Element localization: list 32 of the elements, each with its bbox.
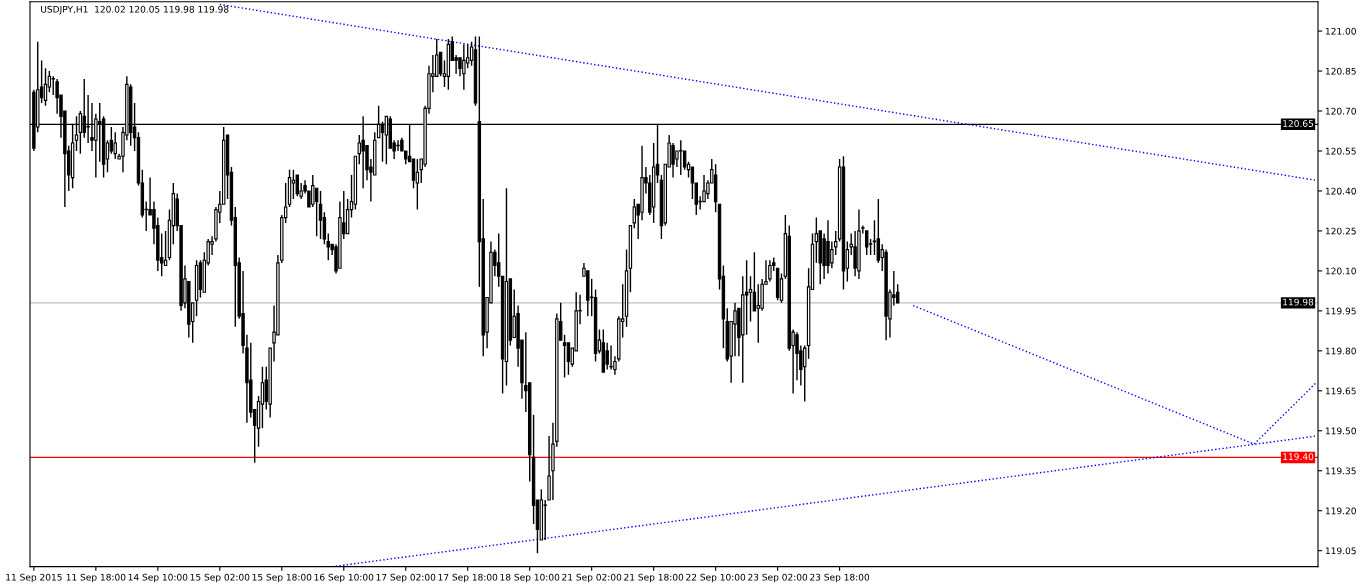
y-tick-label: 119.35 xyxy=(1325,467,1356,475)
x-tick-label: 15 Sep 18:00 xyxy=(252,573,312,583)
x-tick-label: 17 Sep 18:00 xyxy=(438,573,498,583)
y-tick-label: 120.85 xyxy=(1325,67,1356,75)
x-tick-label: 23 Sep 18:00 xyxy=(810,573,870,583)
y-tick-label: 119.65 xyxy=(1325,387,1356,395)
y-tick-label: 120.70 xyxy=(1325,107,1356,115)
x-tick-label: 11 Sep 18:00 xyxy=(66,573,126,583)
x-tick-label: 22 Sep 10:00 xyxy=(686,573,746,583)
y-tick-label: 119.50 xyxy=(1325,427,1356,435)
ref-line-label: 119.40 xyxy=(1283,453,1314,461)
y-tick-label: 120.55 xyxy=(1325,147,1356,155)
y-tick-label: 120.40 xyxy=(1325,187,1356,195)
x-tick-label: 18 Sep 10:00 xyxy=(500,573,560,583)
ref-line-label: 120.65 xyxy=(1283,120,1314,127)
y-tick-label: 119.80 xyxy=(1325,347,1356,355)
y-tick-label: 120.25 xyxy=(1325,227,1356,235)
y-tick-label: 120.10 xyxy=(1325,267,1356,275)
y-tick-label: 119.95 xyxy=(1325,307,1356,315)
x-tick-label: 14 Sep 10:00 xyxy=(128,573,188,583)
ref-line-label: 119.98 xyxy=(1283,298,1314,306)
chart-title: USDJPY,H1 120.02 120.05 119.98 119.98 xyxy=(41,5,229,15)
x-tick-label: 23 Sep 02:00 xyxy=(748,573,808,583)
x-tick-label: 17 Sep 02:00 xyxy=(376,573,436,583)
x-tick-label: 15 Sep 02:00 xyxy=(190,573,250,583)
x-tick-label: 11 Sep 2015 xyxy=(6,573,62,583)
y-tick-label: 119.20 xyxy=(1325,507,1356,515)
y-tick-label: 119.05 xyxy=(1325,547,1356,555)
x-tick-label: 16 Sep 10:00 xyxy=(314,573,374,583)
x-tick-label: 21 Sep 18:00 xyxy=(624,573,684,583)
y-tick-label: 121.00 xyxy=(1325,27,1356,35)
x-tick-label: 21 Sep 02:00 xyxy=(562,573,622,583)
